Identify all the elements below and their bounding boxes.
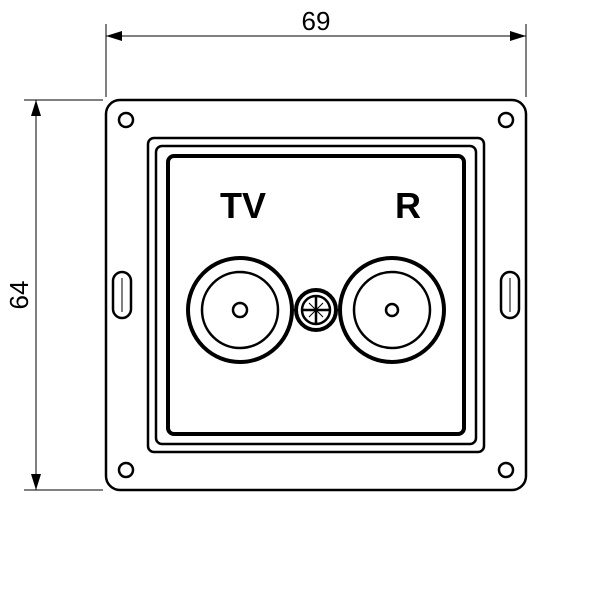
tv-connector-icon — [188, 258, 292, 362]
side-slot-left — [113, 272, 131, 318]
dimension-height: 64 — [4, 100, 103, 490]
mount-hole-icon — [119, 463, 133, 477]
face-plate: TV R — [168, 156, 464, 434]
r-label: R — [395, 185, 421, 226]
drawing: 69 64 TV R — [0, 0, 600, 600]
mount-hole-icon — [499, 463, 513, 477]
r-connector-icon — [340, 258, 444, 362]
tv-label: TV — [220, 185, 266, 226]
side-slot-right — [501, 272, 519, 318]
dimension-width-value: 69 — [302, 6, 331, 36]
dimension-height-value: 64 — [4, 281, 34, 310]
dimension-width: 69 — [106, 6, 526, 97]
mount-hole-icon — [119, 113, 133, 127]
mount-hole-icon — [499, 113, 513, 127]
center-screw-icon — [296, 290, 336, 330]
